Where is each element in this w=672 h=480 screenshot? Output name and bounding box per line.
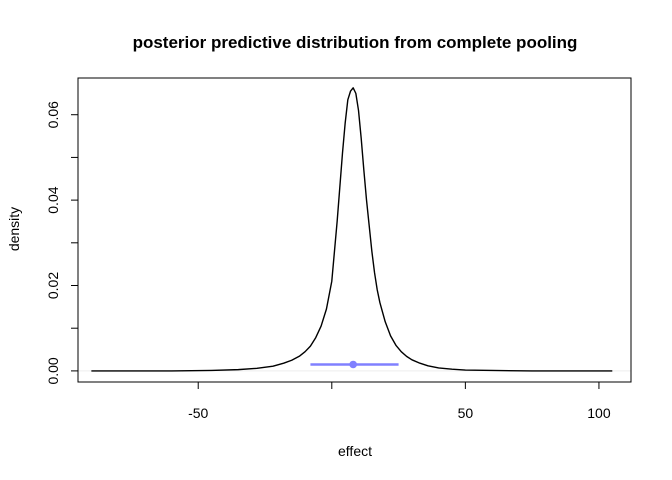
y-tick-label: 0.04 <box>45 186 61 213</box>
y-axis-label: density <box>6 207 22 251</box>
plot-area <box>78 87 631 372</box>
y-tick-label: 0.00 <box>45 357 61 384</box>
x-tick-label: -50 <box>188 405 208 421</box>
y-axis: 0.00 0.02 0.04 0.06 <box>45 101 79 385</box>
y-tick-label: 0.02 <box>45 272 61 299</box>
plot-frame <box>77 77 632 383</box>
y-tick-label: 0.06 <box>45 101 61 128</box>
chart-title: posterior predictive distribution from c… <box>133 33 578 52</box>
density-curve <box>91 87 613 372</box>
x-axis: -50 50 100 <box>188 381 611 421</box>
predictive-point-estimate <box>349 360 357 369</box>
x-axis-label: effect <box>338 443 372 459</box>
x-tick-label: 50 <box>458 405 474 421</box>
x-tick-label: 100 <box>587 405 611 421</box>
